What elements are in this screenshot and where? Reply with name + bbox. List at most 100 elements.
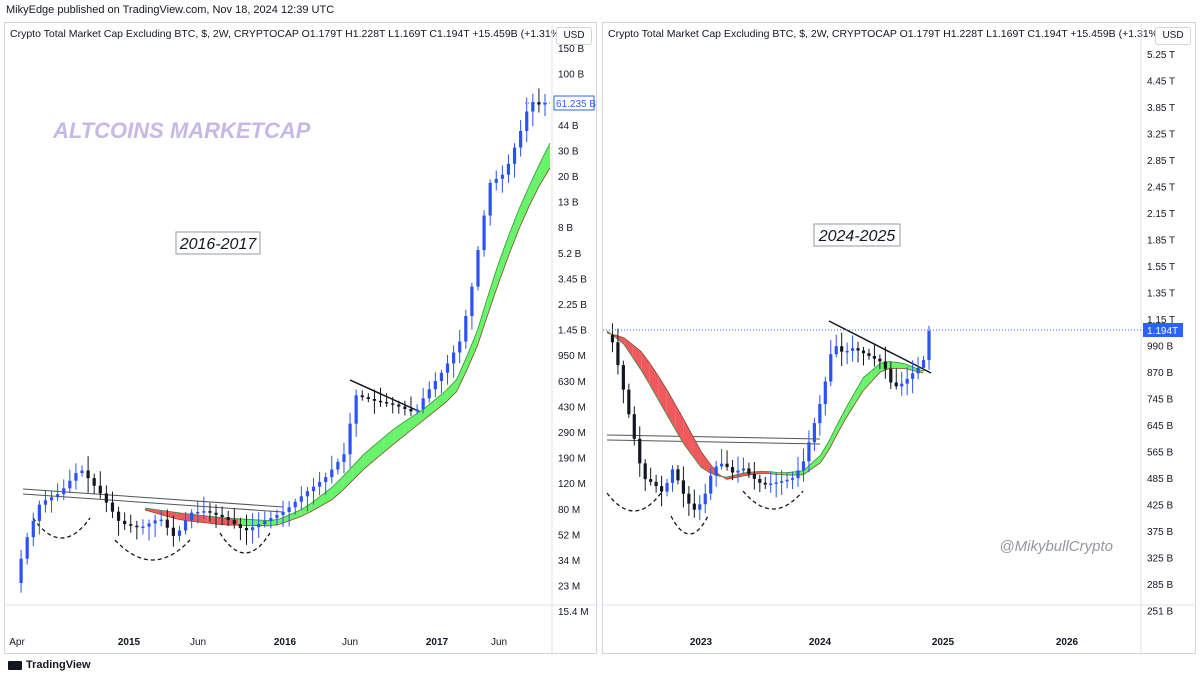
candle-body <box>433 381 437 390</box>
candle-body <box>123 520 127 525</box>
y-tick-label: 15.4 M <box>558 607 589 618</box>
x-tick-label: Jun <box>190 637 206 648</box>
candle-body <box>840 346 844 352</box>
candle-body <box>867 353 871 356</box>
candle-body <box>147 523 151 527</box>
candle-body <box>336 461 340 470</box>
candle-body <box>519 130 523 148</box>
candle-body <box>845 350 849 353</box>
ma-ribbon-segment <box>342 466 353 491</box>
x-tick-label: 2016 <box>274 637 297 648</box>
candle-body <box>494 178 498 183</box>
y-tick-label: 3.85 T <box>1147 103 1175 114</box>
candle-body <box>104 493 108 503</box>
candle-body <box>208 511 212 513</box>
x-tick-label: 2023 <box>690 637 713 648</box>
ma-ribbon-segment <box>735 472 744 478</box>
candle-body <box>80 470 84 474</box>
candle-body <box>464 316 468 342</box>
candle-body <box>366 397 370 399</box>
candle-body <box>62 488 66 495</box>
candle-body <box>780 481 784 483</box>
ma-ribbon-segment <box>846 392 855 418</box>
ma-ribbon-segment <box>383 428 395 453</box>
candle-body <box>681 480 686 494</box>
candle-body <box>43 500 48 505</box>
x-tick-label: Apr <box>9 637 25 648</box>
resistance-line <box>606 434 821 440</box>
ma-ribbon-edge <box>144 167 551 527</box>
y-tick-label: 990 B <box>1147 342 1173 353</box>
y-tick-label: 1.45 B <box>558 326 587 337</box>
ma-ribbon-segment <box>248 519 260 526</box>
y-tick-label: 4.45 T <box>1147 77 1175 88</box>
ma-ribbon-segment <box>854 377 864 405</box>
candle-body <box>427 389 431 399</box>
tradingview-logo[interactable]: TradingView <box>8 659 91 671</box>
candle-body <box>834 346 838 355</box>
candle-body <box>610 335 615 343</box>
candle-body <box>37 504 41 521</box>
candle-body <box>257 524 261 528</box>
watermark-handle: @MikybullCrypto <box>999 538 1113 555</box>
ma-ribbon-segment <box>632 344 642 371</box>
y-tick-label: 80 M <box>558 505 580 516</box>
candle-body <box>238 524 243 529</box>
resistance-line <box>22 493 284 513</box>
candle-body <box>829 354 833 382</box>
y-tick-label: 290 M <box>558 428 586 439</box>
y-tick-label: 430 M <box>558 402 586 413</box>
candle-body <box>403 406 407 409</box>
candle-body <box>654 481 658 487</box>
ma-ribbon-segment <box>863 370 872 391</box>
ma-ribbon-edge <box>606 332 924 480</box>
candle-body <box>670 469 675 483</box>
y-tick-label: 120 M <box>558 479 586 490</box>
chart-panel-2024-2025[interactable]: Crypto Total Market Cap Excluding BTC, $… <box>602 22 1197 655</box>
last-price-label: 61.235 B <box>556 99 596 110</box>
chart-canvas-right[interactable]: 5.25 T 4.45 T 3.85 T 3.25 T 2.85 T 2.45 T 2.15… <box>603 23 1197 655</box>
candle-body <box>861 350 866 354</box>
ma-ribbon-segment <box>331 477 343 500</box>
candle-body <box>878 358 882 362</box>
ma-ribbon-segment <box>477 296 488 347</box>
candle-body <box>758 478 762 483</box>
trendline <box>349 379 426 415</box>
ma-ribbon-segment <box>446 379 457 403</box>
candle-body <box>196 511 200 514</box>
ma-ribbon-segment <box>466 330 478 370</box>
annotation-label: 2016-2017 <box>179 236 258 253</box>
ma-ribbon-segment <box>176 512 187 521</box>
candle-body <box>698 504 702 510</box>
candle-body <box>165 519 169 528</box>
candle-body <box>25 537 29 559</box>
candle-body <box>638 438 642 464</box>
candle-body <box>752 473 756 479</box>
candle-body <box>129 524 133 526</box>
ma-ribbon-segment <box>300 503 312 517</box>
candle-body <box>476 250 480 287</box>
symbol-legend: Crypto Total Market Cap Excluding BTC, $… <box>10 28 564 40</box>
annotation-label: 2024-2025 <box>818 228 896 245</box>
candle-body <box>506 163 511 175</box>
candle-body <box>19 558 23 583</box>
candle-body <box>317 482 322 487</box>
x-tick-label: 2017 <box>426 637 449 648</box>
ma-ribbon-segment <box>666 389 676 430</box>
y-tick-label: 20 B <box>558 172 579 183</box>
candle-body <box>883 361 887 369</box>
candle-body <box>287 507 291 512</box>
candle-body <box>98 485 102 494</box>
candle-body <box>263 521 267 525</box>
currency-button[interactable]: USD <box>556 27 592 45</box>
y-tick-label: 8 B <box>558 223 573 234</box>
candle-body <box>823 381 827 405</box>
y-tick-label: 1.85 T <box>1147 236 1175 247</box>
candle-body <box>676 469 680 481</box>
chart-panel-2016-2017[interactable]: Crypto Total Market Cap Excluding BTC, $… <box>4 22 598 655</box>
candle-body <box>807 442 811 462</box>
candle-body <box>378 400 383 403</box>
y-tick-label: 1.35 T <box>1147 289 1175 300</box>
currency-button[interactable]: USD <box>1155 27 1191 45</box>
